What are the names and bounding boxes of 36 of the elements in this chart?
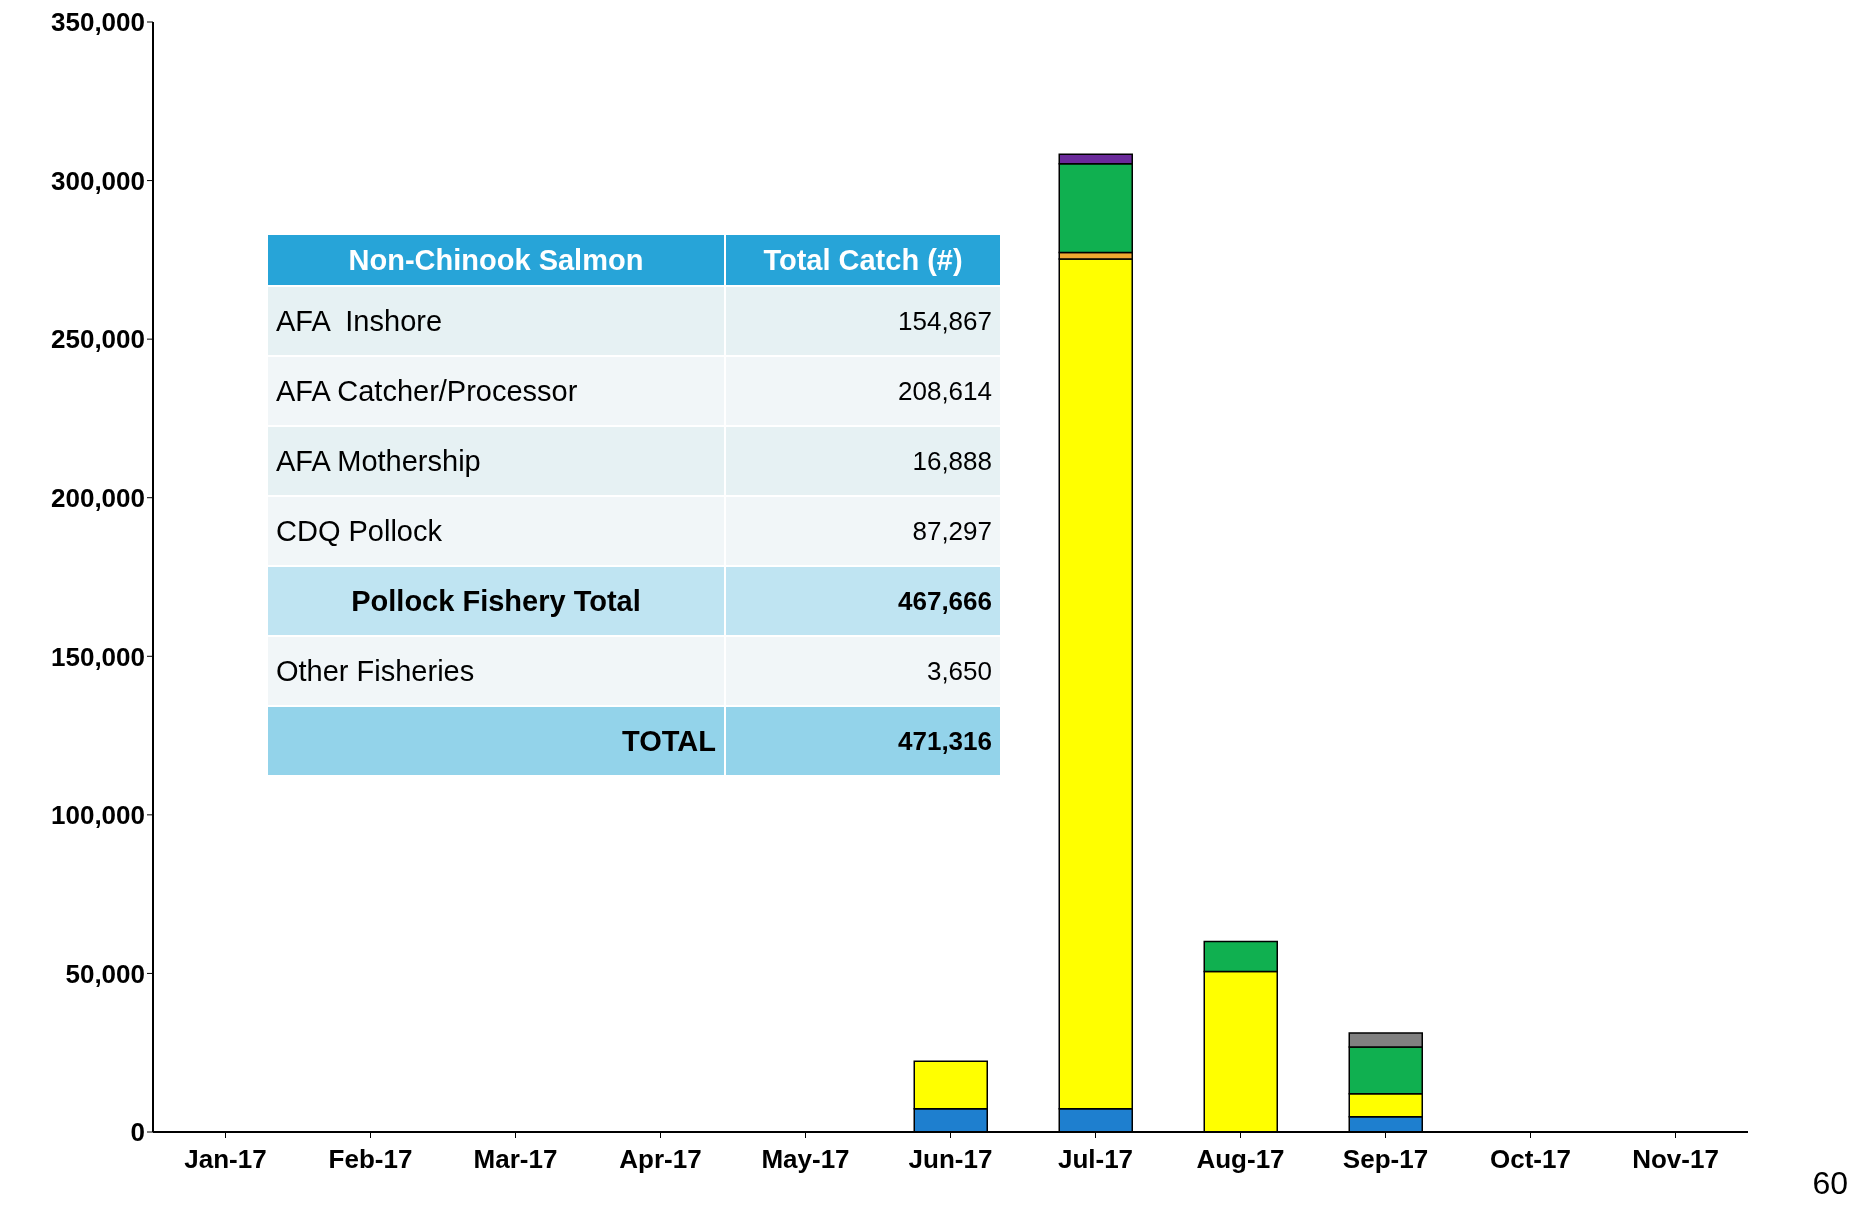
- y-tick-label: 300,000: [51, 165, 145, 196]
- annotation: CDQ Pollock: [267, 496, 725, 566]
- x-tick-label: Mar-17: [473, 1144, 558, 1175]
- annotation: TOTAL: [267, 706, 725, 776]
- annotation: 471,316: [725, 706, 1001, 776]
- y-tick-label: 0: [130, 1117, 145, 1148]
- y-tick-label: 50,000: [65, 958, 145, 989]
- annotation: AFA Catcher/Processor: [267, 356, 725, 426]
- y-tick-label: 250,000: [51, 324, 145, 355]
- annotation: 16,888: [725, 426, 1001, 496]
- y-tick-label: 100,000: [51, 800, 145, 831]
- y-tick-label: 150,000: [51, 641, 145, 672]
- annotation: Other Fisheries: [267, 636, 725, 706]
- annotation: 154,867: [725, 286, 1001, 356]
- x-tick-label: May-17: [761, 1144, 850, 1175]
- annotation: Total Catch (#): [725, 234, 1001, 286]
- y-tick-label: 200,000: [51, 482, 145, 513]
- annotation: Non-Chinook Salmon: [267, 234, 725, 286]
- annotation: AFA Inshore: [267, 286, 725, 356]
- x-tick-label: Aug-17: [1196, 1144, 1285, 1175]
- x-tick-label: Nov-17: [1632, 1144, 1719, 1175]
- x-tick-label: Sep-17: [1342, 1144, 1429, 1175]
- x-tick-label: Apr-17: [619, 1144, 702, 1175]
- x-tick-label: Jan-17: [184, 1144, 267, 1175]
- x-tick-label: Jun-17: [908, 1144, 993, 1175]
- x-tick-label: Oct-17: [1490, 1144, 1571, 1175]
- y-tick-label: 350,000: [51, 7, 145, 38]
- annotation: 87,297: [725, 496, 1001, 566]
- x-tick-label: Feb-17: [328, 1144, 413, 1175]
- annotation: Pollock Fishery Total: [267, 566, 725, 636]
- annotation: 3,650: [725, 636, 1001, 706]
- annotation: 208,614: [725, 356, 1001, 426]
- annotation: AFA Mothership: [267, 426, 725, 496]
- text: 60: [1812, 1165, 1848, 1202]
- x-tick-label: Jul-17: [1057, 1144, 1134, 1175]
- annotation: 467,666: [725, 566, 1001, 636]
